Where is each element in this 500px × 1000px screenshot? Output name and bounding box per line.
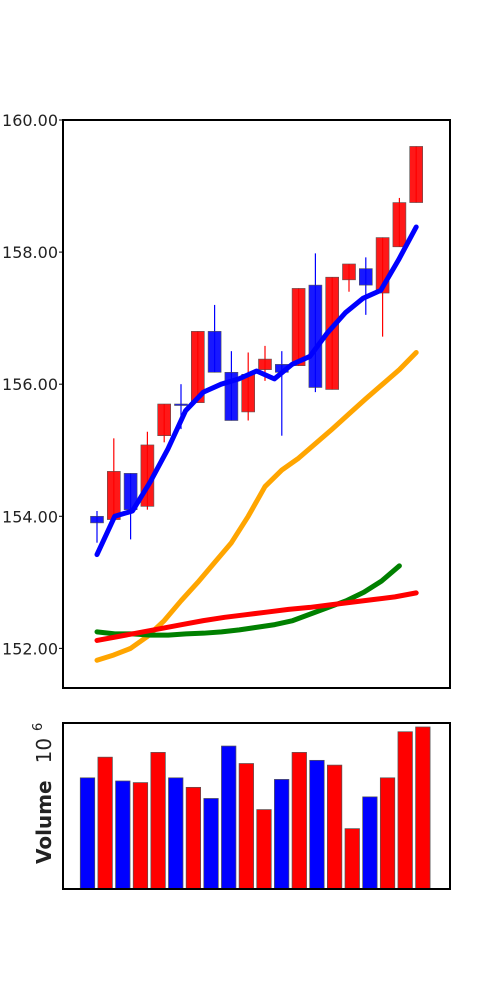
candlestick — [274, 351, 289, 436]
price-frame — [62, 119, 451, 689]
volume-bar — [132, 782, 149, 890]
volume-bar — [256, 809, 272, 890]
volume-bar — [203, 798, 219, 890]
volume-bar — [379, 777, 396, 890]
candle-body — [308, 284, 323, 388]
candle-body — [107, 471, 121, 520]
candlestick — [207, 304, 222, 373]
volume-bar — [97, 756, 113, 890]
candle-body — [191, 331, 205, 403]
volume-bar — [415, 726, 431, 890]
price-y-tick-label: 154.00 — [2, 507, 58, 526]
price-y-axis: 152.00 154.00 156.00 158.00 160.00 — [2, 111, 63, 658]
candlestick — [358, 257, 373, 315]
candlestick — [409, 146, 424, 203]
candlestick — [224, 351, 239, 421]
moving-average-line — [94, 563, 402, 638]
volume-axis-label: Volume 10 6 — [31, 723, 56, 864]
volume-plot-area — [79, 726, 431, 890]
volume-axis-label-exponent: 6 — [31, 723, 46, 731]
candle-body — [174, 403, 188, 406]
price-y-tick-label: 160.00 — [2, 111, 58, 130]
candle-body — [392, 202, 407, 248]
price-y-tick-label: 158.00 — [2, 243, 58, 262]
volume-bar — [274, 779, 290, 890]
volume-bar — [309, 759, 325, 890]
volume-axis-label-text: Volume — [32, 780, 56, 864]
volume-panel: Volume 10 6 — [31, 722, 451, 890]
price-plot-area — [90, 146, 424, 663]
volume-bar — [397, 731, 413, 890]
candlestick — [90, 510, 104, 543]
volume-bar — [221, 745, 237, 890]
candlestick — [157, 403, 171, 443]
candlestick — [123, 473, 138, 540]
volume-bar — [115, 780, 131, 890]
candlestick — [241, 352, 255, 421]
candle-body — [90, 515, 104, 524]
candle-body — [258, 358, 272, 370]
candlestick — [342, 263, 356, 292]
volume-bar — [168, 777, 184, 890]
candle-body — [409, 146, 424, 203]
candle-body — [291, 288, 306, 366]
candle-body — [207, 331, 222, 373]
volume-frame — [62, 722, 451, 890]
volume-bar — [150, 752, 166, 890]
candle-body — [157, 403, 171, 437]
volume-bar — [327, 764, 343, 890]
candle-body — [241, 373, 255, 413]
volume-axis-label-base: 10 — [32, 738, 56, 763]
candle-body — [358, 268, 373, 286]
candlestick — [308, 253, 323, 393]
candlestick — [392, 197, 407, 248]
moving-average-line — [94, 224, 419, 558]
candlestick — [291, 288, 306, 366]
price-panel: 152.00 154.00 156.00 158.00 160.00 — [2, 111, 451, 689]
volume-bar — [238, 763, 254, 890]
candlestick — [191, 331, 205, 403]
volume-bar — [79, 777, 96, 890]
candle-body — [342, 263, 356, 281]
price-y-tick-label: 152.00 — [2, 639, 58, 658]
price-y-tick-label: 156.00 — [2, 375, 58, 394]
volume-bar — [291, 752, 307, 890]
volume-bar — [344, 828, 360, 890]
volume-bar — [362, 796, 378, 890]
volume-bar — [185, 786, 201, 890]
candlestick — [107, 438, 121, 523]
moving-average-line — [94, 590, 419, 643]
